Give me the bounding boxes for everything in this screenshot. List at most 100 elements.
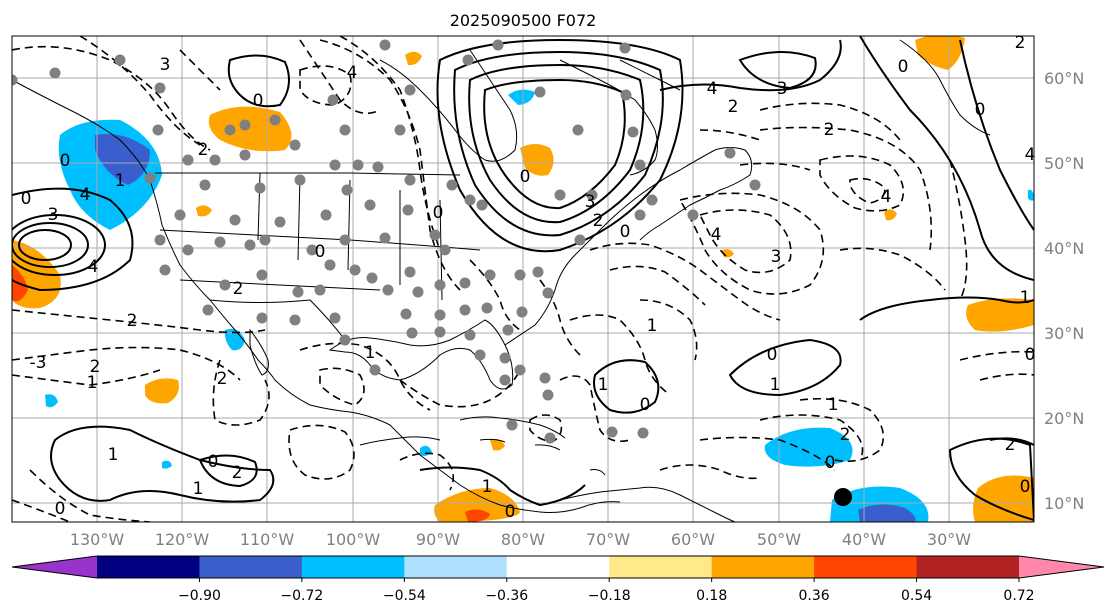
svg-text:3: 3 xyxy=(48,205,59,225)
longitude-labels: 130°W 120°W 110°W 100°W 90°W 80°W 70°W 6… xyxy=(70,530,971,549)
lon-label: 50°W xyxy=(757,530,801,549)
svg-text:1: 1 xyxy=(770,375,781,395)
svg-text:-3: -3 xyxy=(30,353,47,373)
svg-text:0: 0 xyxy=(433,203,444,223)
svg-text:0: 0 xyxy=(505,502,516,522)
colorbar-tick-label: −0.36 xyxy=(485,588,528,604)
lon-label: 100°W xyxy=(326,530,381,549)
svg-text:0: 0 xyxy=(55,499,66,519)
colorbar-tick-labels: −0.90 −0.72 −0.54 −0.36 −0.18 0.18 0.36 0.54 0.7… xyxy=(178,578,1035,604)
svg-text:4: 4 xyxy=(88,257,99,277)
svg-text:2: 2 xyxy=(728,97,739,117)
colorbar-tick-label: −0.54 xyxy=(383,588,426,604)
svg-text:2: 2 xyxy=(593,211,604,231)
svg-text:4: 4 xyxy=(80,185,91,205)
colorbar-swatch xyxy=(711,556,815,578)
colorbar-tick-label: 0.72 xyxy=(1003,588,1034,604)
svg-text:0: 0 xyxy=(208,452,219,472)
colorbar-tick-label: 0.36 xyxy=(799,588,830,604)
colorbar-swatch xyxy=(199,556,303,578)
station-markers xyxy=(12,39,761,444)
lon-label: 40°W xyxy=(842,530,886,549)
lon-label: 130°W xyxy=(70,530,125,549)
dashed-contours xyxy=(12,36,1034,522)
svg-text:0: 0 xyxy=(253,91,264,111)
svg-text:1: 1 xyxy=(1020,288,1031,308)
svg-text:2: 2 xyxy=(233,279,244,299)
svg-text:2: 2 xyxy=(127,311,138,331)
lon-label: 110°W xyxy=(240,530,295,549)
svg-text:2: 2 xyxy=(840,425,851,445)
colorbar-swatch xyxy=(814,556,918,578)
colorbar-tick-label: 0.54 xyxy=(901,588,932,604)
colorbar-swatch xyxy=(506,556,610,578)
map-area: 0 1 4 3 4 0 2 -3 2 1 3 2 0 4 0 0 2 2 1 1 xyxy=(12,33,1036,522)
colorbar-swatch xyxy=(404,556,508,578)
svg-text:0: 0 xyxy=(60,151,71,171)
shaded-anomalies xyxy=(12,36,1034,522)
svg-text:0: 0 xyxy=(1025,345,1036,365)
svg-text:1: 1 xyxy=(828,395,839,415)
svg-text:0: 0 xyxy=(898,57,909,77)
svg-text:0: 0 xyxy=(640,395,651,415)
colorbar-tick-label: −0.72 xyxy=(280,588,323,604)
svg-text:1: 1 xyxy=(87,373,98,393)
svg-text:0: 0 xyxy=(620,222,631,242)
svg-text:1: 1 xyxy=(647,316,658,336)
svg-text:0: 0 xyxy=(315,242,326,262)
svg-text:1: 1 xyxy=(115,171,126,191)
lon-label: 120°W xyxy=(155,530,210,549)
svg-text:2: 2 xyxy=(217,369,228,389)
svg-text:1: 1 xyxy=(193,479,204,499)
svg-text:2: 2 xyxy=(824,120,835,140)
svg-text:0: 0 xyxy=(767,345,778,365)
lon-label: 30°W xyxy=(927,530,971,549)
lon-label: 90°W xyxy=(416,530,460,549)
svg-text:2: 2 xyxy=(1015,33,1026,53)
svg-text:1: 1 xyxy=(365,343,376,363)
contour-labels: 0 1 4 3 4 0 2 -3 2 1 3 2 0 4 0 0 2 2 1 1 xyxy=(21,33,1036,522)
svg-text:0: 0 xyxy=(825,453,836,473)
map-title: 2025090500 F072 xyxy=(450,11,597,30)
lon-label: 80°W xyxy=(501,530,545,549)
lat-label: 10°N xyxy=(1044,494,1084,513)
lat-label: 60°N xyxy=(1044,69,1084,88)
lon-label: 60°W xyxy=(671,530,715,549)
colorbar-swatch xyxy=(97,556,200,578)
lat-label: 20°N xyxy=(1044,409,1084,428)
colorbar-extend-high xyxy=(1019,556,1104,578)
lat-label: 40°N xyxy=(1044,239,1084,258)
lon-label: 70°W xyxy=(586,530,630,549)
colorbar-tick-label: −0.18 xyxy=(588,588,631,604)
svg-text:1: 1 xyxy=(598,375,609,395)
svg-text:1: 1 xyxy=(482,477,493,497)
storm-center-marker xyxy=(834,488,852,506)
colorbar-extend-low xyxy=(12,556,97,578)
svg-text:3: 3 xyxy=(585,192,596,212)
svg-text:1: 1 xyxy=(108,445,119,465)
svg-text:2: 2 xyxy=(198,140,209,160)
svg-text:2: 2 xyxy=(232,463,243,483)
svg-text:3: 3 xyxy=(771,247,782,267)
colorbar-swatch xyxy=(609,556,713,578)
svg-text:0: 0 xyxy=(520,167,531,187)
latitude-labels: 60°N 50°N 40°N 30°N 20°N 10°N xyxy=(1044,69,1084,513)
colorbar-swatches xyxy=(12,556,1104,578)
svg-text:4: 4 xyxy=(711,225,722,245)
colorbar-swatch xyxy=(301,556,405,578)
colorbar-tick-label: −0.90 xyxy=(178,588,221,604)
colorbar-tick-label: 0.18 xyxy=(696,588,727,604)
svg-text:4: 4 xyxy=(707,79,718,99)
svg-text:3: 3 xyxy=(777,79,788,99)
svg-text:2: 2 xyxy=(90,357,101,377)
map-frame xyxy=(11,35,1035,523)
coastlines xyxy=(12,39,991,522)
lat-label: 30°N xyxy=(1044,324,1084,343)
svg-text:0: 0 xyxy=(1020,477,1031,497)
svg-text:4: 4 xyxy=(347,63,358,83)
svg-text:2: 2 xyxy=(1005,435,1016,455)
svg-text:0: 0 xyxy=(21,189,32,209)
colorbar-swatch xyxy=(916,556,1020,578)
lat-label: 50°N xyxy=(1044,154,1084,173)
